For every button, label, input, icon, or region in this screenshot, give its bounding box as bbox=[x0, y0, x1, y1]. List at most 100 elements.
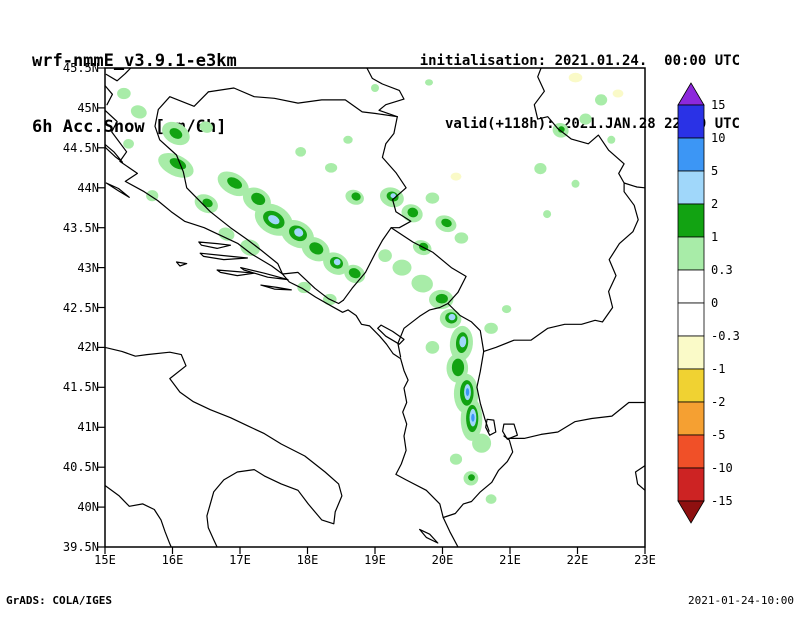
colorbar-label: -2 bbox=[711, 395, 725, 409]
bulgaria-romania-danube bbox=[623, 182, 645, 189]
snow-blob-level-1 bbox=[348, 268, 361, 279]
x-tick-label: 21E bbox=[499, 553, 521, 567]
snow-blob-level-2 bbox=[294, 228, 304, 237]
y-tick-label: 44N bbox=[77, 180, 99, 195]
snow-blob-level-0.3 bbox=[484, 322, 498, 334]
snow-blob-level-1 bbox=[451, 358, 465, 377]
snow-blob-level-0.3 bbox=[411, 274, 433, 293]
serbia-bulgaria-border bbox=[601, 182, 639, 323]
colorbar-label: 0 bbox=[711, 296, 718, 310]
colorbar-segment bbox=[677, 170, 705, 205]
snow-blob-level-0.3 bbox=[123, 139, 134, 149]
east-adriatic-coast bbox=[105, 109, 459, 547]
italy-tyrrhenian-coast bbox=[105, 484, 172, 547]
colorbar-label: 2 bbox=[711, 197, 718, 211]
snow-blob-level-1 bbox=[227, 177, 243, 189]
mljet-island bbox=[260, 284, 292, 291]
snow-blob-level-5 bbox=[465, 388, 470, 397]
snow-blob-level-0.3 bbox=[449, 453, 463, 465]
colorbar-segment bbox=[677, 467, 705, 502]
colorbar-arrow-bottom bbox=[677, 500, 705, 524]
grads-credit: GrADS: COLA/IGES bbox=[6, 594, 112, 607]
colorbar-label: -10 bbox=[711, 461, 733, 475]
colorbar-arrow-top bbox=[677, 82, 705, 106]
serbia-romania-border bbox=[533, 68, 625, 184]
serbia-montenegro-border bbox=[390, 227, 467, 305]
snow-blob-level-0.3 bbox=[543, 210, 552, 219]
snow-blob-level-0.3 bbox=[571, 179, 580, 188]
colorbar-segment bbox=[677, 104, 705, 139]
colorbar: 15 10 5 2 1 0.3 0 -0.3 -1 -2 -5 -10 -15 bbox=[677, 82, 740, 524]
snow-blob-level-1 bbox=[169, 158, 187, 170]
serbia-macedonia-border bbox=[483, 319, 604, 352]
snow-blob-level--0.3 bbox=[450, 172, 462, 181]
macedonia-greece-border bbox=[506, 401, 645, 439]
colorbar-segment bbox=[677, 236, 705, 271]
snow-blob-level-2 bbox=[459, 336, 467, 348]
snow-blob-level-0.3 bbox=[595, 94, 608, 106]
snow-blob-level-0.3 bbox=[378, 249, 392, 262]
colorbar-label: -0.3 bbox=[711, 329, 740, 343]
snow-blob-level-0.3 bbox=[240, 239, 260, 256]
snow-blob-level-0.3 bbox=[325, 163, 338, 173]
snow-blob-level-0.3 bbox=[297, 281, 311, 294]
snow-blob-level-0.3 bbox=[295, 147, 307, 157]
x-tick-label: 22E bbox=[566, 553, 589, 567]
y-tick-label: 41.5N bbox=[62, 380, 99, 395]
y-tick-label: 43N bbox=[77, 260, 99, 275]
init-time-label: initialisation: 2021.01.24. 00:00 UTC bbox=[419, 53, 740, 69]
montenegro-albania-border bbox=[397, 302, 449, 358]
snow-blob-level-2 bbox=[333, 258, 341, 266]
snow-blob-level-2 bbox=[390, 193, 396, 199]
snow-blob-level-0.3 bbox=[425, 192, 440, 204]
snow-blob-level-0.3 bbox=[392, 259, 412, 276]
snow-blob-level-1 bbox=[557, 126, 565, 133]
x-tick-label: 19E bbox=[364, 553, 386, 567]
bosnia-serbia-border-drina bbox=[381, 116, 412, 229]
kosovo-albania-border bbox=[447, 302, 485, 352]
snow-blob-level-0.3 bbox=[472, 433, 492, 453]
snow-blob-level-0.3 bbox=[130, 105, 147, 119]
greece-coast-fragment bbox=[634, 465, 645, 491]
snow-blob-level-5 bbox=[471, 413, 475, 422]
y-tick-label: 45N bbox=[77, 100, 99, 115]
snow-blob-level-0.3 bbox=[534, 163, 547, 175]
model-name: wrf-nmmE_v3.9.1-e3km bbox=[32, 51, 237, 71]
map-plot bbox=[98, 67, 646, 554]
snow-blob-level-0.3 bbox=[425, 79, 433, 86]
croatia-bosnia-border-west bbox=[154, 91, 284, 275]
korcula-island bbox=[216, 269, 255, 277]
snow-blob-level-0.3 bbox=[425, 341, 440, 354]
snow-blob-level-0.3 bbox=[117, 87, 131, 100]
snow-blob-level-0.3 bbox=[501, 305, 512, 314]
snow-blob-level-1 bbox=[407, 207, 419, 218]
pag-island bbox=[105, 143, 124, 163]
x-tick-label: 18E bbox=[296, 553, 319, 567]
albania-macedonia-border bbox=[476, 350, 490, 432]
brac-island bbox=[198, 241, 232, 249]
colorbar-segment bbox=[677, 335, 705, 370]
snow-blob-level-1 bbox=[435, 293, 448, 304]
lake-prespa bbox=[502, 423, 518, 440]
colorbar-segment bbox=[677, 434, 705, 469]
snow-blob-level-2 bbox=[268, 215, 280, 225]
snow-blob-level-0.3 bbox=[607, 135, 616, 144]
y-tick-label: 39.5N bbox=[62, 540, 99, 554]
x-tick-label: 20E bbox=[431, 553, 454, 567]
colorbar-segment bbox=[677, 203, 705, 238]
x-tick-label: 23E bbox=[634, 553, 656, 567]
snow-blob-level-0.3 bbox=[454, 232, 469, 244]
x-tick-label: 16E bbox=[161, 553, 184, 567]
snow-blob-level-0.3 bbox=[199, 121, 213, 133]
snow-blob-level--0.3 bbox=[612, 89, 624, 98]
colorbar-label: 15 bbox=[711, 98, 725, 112]
snow-blob-level-0.3 bbox=[579, 113, 592, 125]
colorbar-label: -5 bbox=[711, 428, 725, 442]
dugi-otok-island bbox=[105, 182, 130, 198]
map-outlines bbox=[105, 68, 645, 547]
snow-blob-level-2 bbox=[448, 313, 456, 321]
snow-blob-level-0.3 bbox=[371, 84, 379, 92]
snow-blob-level-1 bbox=[251, 192, 266, 205]
snow-blob-level-1 bbox=[202, 198, 213, 208]
